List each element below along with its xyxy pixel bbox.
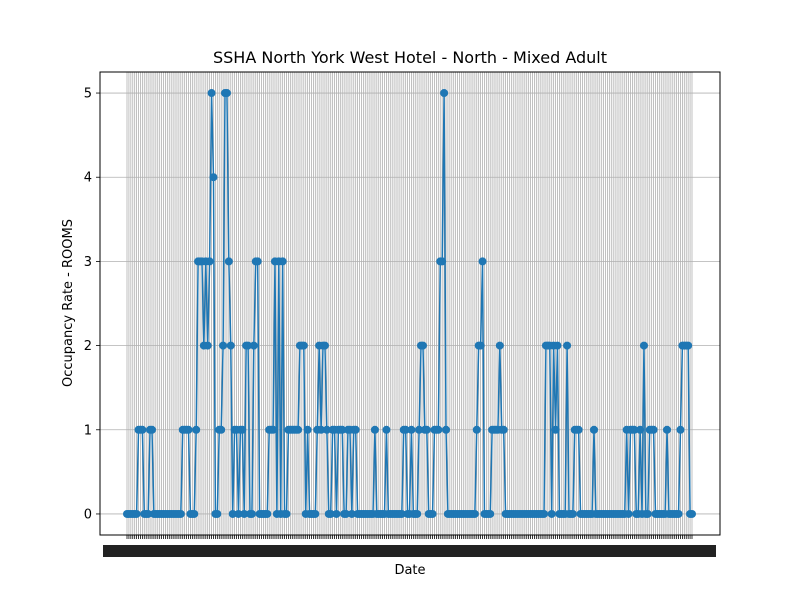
data-point <box>228 509 237 518</box>
y-tick-label: 3 <box>84 255 92 270</box>
data-point <box>209 173 218 182</box>
data-point <box>370 425 379 434</box>
data-point <box>382 425 391 434</box>
y-tick-label: 5 <box>84 87 92 102</box>
data-point <box>407 425 416 434</box>
data-point <box>413 509 422 518</box>
data-point <box>415 425 424 434</box>
data-point <box>282 509 291 518</box>
data-point <box>422 425 431 434</box>
data-point <box>499 425 508 434</box>
data-point <box>418 341 427 350</box>
data-point <box>192 425 201 434</box>
data-point <box>684 341 693 350</box>
data-point <box>663 425 672 434</box>
data-point <box>253 257 262 266</box>
x-axis-label: Date <box>394 563 425 578</box>
data-point <box>247 509 256 518</box>
y-axis-label: Occupancy Rate - ROOMS <box>61 219 76 387</box>
data-point <box>630 425 639 434</box>
axis-layer: 0 1 2 3 4 5 <box>84 87 716 557</box>
data-point <box>495 341 504 350</box>
data-point <box>639 341 648 350</box>
data-point <box>190 509 199 518</box>
data-point <box>624 509 633 518</box>
data-point <box>322 425 331 434</box>
data-point <box>213 509 222 518</box>
data-point <box>643 509 652 518</box>
data-point <box>138 425 147 434</box>
data-point <box>320 341 329 350</box>
data-point <box>299 341 308 350</box>
data-point <box>132 509 141 518</box>
data-point <box>568 509 577 518</box>
data-point <box>205 257 214 266</box>
data-point <box>589 425 598 434</box>
data-point <box>342 509 351 518</box>
data-point <box>147 425 156 434</box>
data-point <box>478 257 487 266</box>
data-point <box>244 341 253 350</box>
data-point <box>688 509 696 518</box>
data-point <box>263 509 272 518</box>
data-point <box>547 509 556 518</box>
series-layer <box>123 89 696 518</box>
data-point <box>636 425 645 434</box>
data-point <box>249 341 258 350</box>
data-point <box>326 509 335 518</box>
data-point <box>219 341 228 350</box>
data-point <box>184 425 193 434</box>
data-point <box>207 89 216 98</box>
data-point <box>486 509 495 518</box>
data-point <box>311 509 320 518</box>
data-point <box>222 89 231 98</box>
data-point <box>472 425 481 434</box>
data-point <box>338 425 347 434</box>
data-point <box>224 257 233 266</box>
data-point <box>428 509 437 518</box>
data-point <box>144 509 153 518</box>
data-point <box>397 509 406 518</box>
plot-frame <box>99 71 721 536</box>
data-point <box>176 509 185 518</box>
y-tick-label: 4 <box>84 171 92 186</box>
data-point <box>226 341 235 350</box>
data-point <box>240 509 249 518</box>
data-point <box>551 425 560 434</box>
x-tick-labels-overlap <box>103 545 716 557</box>
data-point <box>278 257 287 266</box>
data-point <box>540 509 549 518</box>
data-point <box>303 425 312 434</box>
data-point <box>332 509 341 518</box>
data-point <box>238 425 247 434</box>
data-point <box>347 509 356 518</box>
data-point <box>294 425 303 434</box>
data-point <box>649 425 658 434</box>
data-point <box>476 341 485 350</box>
data-point <box>563 341 572 350</box>
data-point <box>440 89 449 98</box>
y-tick-label: 2 <box>84 339 92 354</box>
y-tick-label: 0 <box>84 507 92 522</box>
data-point <box>401 425 410 434</box>
data-point <box>674 509 683 518</box>
data-point <box>574 425 583 434</box>
data-point <box>217 425 226 434</box>
data-point <box>438 257 447 266</box>
data-point <box>470 509 479 518</box>
data-point <box>203 341 212 350</box>
data-point <box>351 425 360 434</box>
chart-title: SSHA North York West Hotel - North - Mix… <box>213 48 607 67</box>
y-tick-label: 1 <box>84 423 92 438</box>
data-point <box>317 425 326 434</box>
data-point <box>434 425 443 434</box>
data-point <box>269 425 278 434</box>
data-point <box>442 425 451 434</box>
data-point <box>676 425 685 434</box>
data-point <box>234 509 243 518</box>
grid-layer <box>100 72 720 535</box>
data-point <box>553 341 562 350</box>
